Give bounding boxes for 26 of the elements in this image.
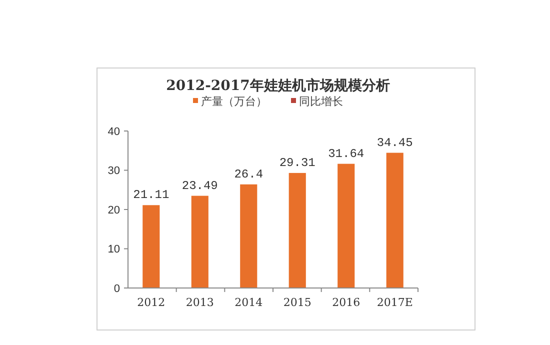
x-tick-label: 2012 (137, 296, 166, 309)
data-label: 23.49 (182, 178, 218, 193)
y-tick-label: 0 (114, 282, 120, 295)
bar (288, 172, 306, 288)
y-tick-label: 40 (108, 126, 120, 138)
bar (240, 184, 258, 288)
legend-label: 同比增长 (299, 95, 343, 108)
y-tick-label: 10 (108, 244, 120, 256)
data-label: 34.45 (376, 136, 413, 150)
x-tick-label: 2016 (332, 296, 360, 309)
x-tick-label: 2015 (283, 296, 312, 309)
data-label: 31.64 (328, 146, 364, 161)
x-tick-label: 2013 (186, 296, 214, 309)
bar (191, 196, 208, 288)
y-tick-label: 20 (108, 204, 120, 216)
bar (142, 205, 160, 288)
data-label: 21.11 (133, 188, 170, 202)
x-tick-label: 2017E (376, 296, 413, 309)
data-label: 26.4 (234, 167, 264, 182)
bar (386, 152, 404, 288)
bar (338, 164, 355, 288)
y-tick-label: 30 (108, 165, 120, 178)
chart-title: 2012-2017年娃娃机市场规模分析 (166, 77, 390, 94)
data-label: 29.31 (279, 156, 316, 170)
x-tick-label: 2014 (234, 296, 263, 309)
legend-label: 产量（万台） (201, 95, 267, 108)
